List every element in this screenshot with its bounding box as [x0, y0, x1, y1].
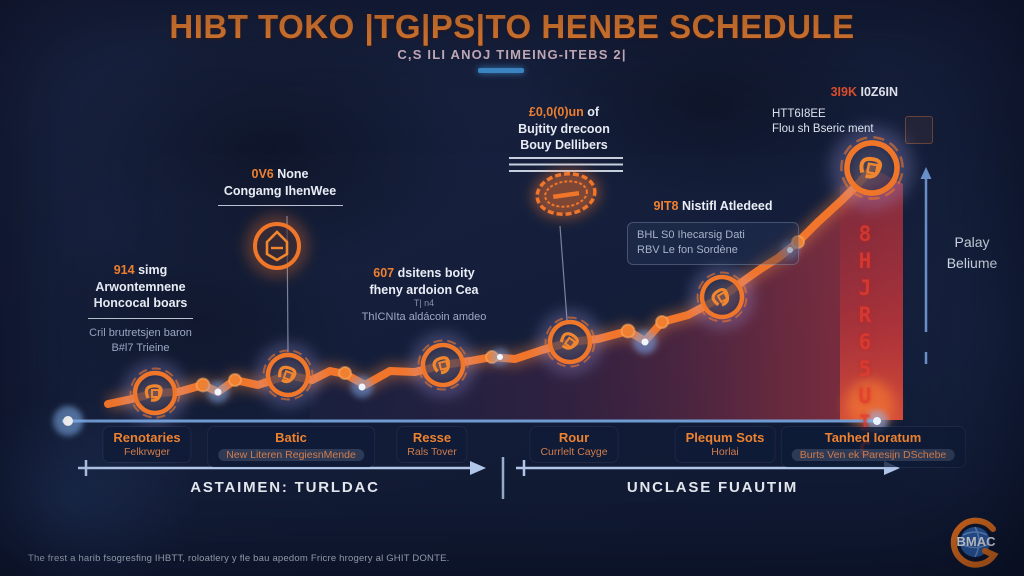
callout-note: ThICNIta aldácoin amdeo	[361, 310, 487, 323]
callout-line: HTT6I8EE	[772, 107, 826, 120]
stage-box-2: Batic New Literen RegiesnMende	[208, 427, 374, 467]
stage-subtitle: Burts Ven ek Paresijn DSchebe	[791, 449, 955, 461]
phase-label-right: UNCLASE FUAUTIM	[626, 479, 799, 496]
brand-logo: BMAC	[941, 515, 1011, 569]
callout-milestone-1: 914 simg Arwontemnene Honcocal boars Cri…	[58, 262, 223, 356]
y-axis-label-line: Beliume	[946, 255, 998, 271]
callout-milestone-4: £0,0(0)un of Bujtity drecoon Bouy Dellib…	[494, 104, 634, 154]
callout-line: Arwontemnene	[95, 279, 186, 294]
footnote-text: The frest a harib fsogresfing IHBTT, rol…	[28, 553, 450, 564]
stage-subtitle: Horlai	[711, 446, 739, 458]
callout-divider	[217, 205, 343, 206]
callout-headline: of	[587, 105, 600, 119]
callout-note: B#l7 Trieine	[111, 341, 170, 354]
stage-title: Resse	[412, 430, 452, 445]
callout-line: Bouy Dellibers	[520, 138, 608, 152]
milestone-node-icon	[689, 264, 755, 330]
y-axis-arrow	[920, 167, 932, 364]
stage-subtitle: Rals Tover	[407, 446, 457, 458]
callout-milestone-2: 0V6 None Congamg IhenWee	[205, 166, 355, 213]
column-glyph-text: 8HJR65UIC	[853, 222, 877, 465]
page-subtitle: C,S ILI ANOJ TIMEING-ITEBS 2|	[397, 47, 627, 62]
seal-stamp-icon	[532, 168, 600, 220]
phase-label-left: ASTAIMEN: TURLDAC	[190, 479, 380, 496]
subtitle-underline-bar	[478, 68, 524, 73]
callout-milestone-6: 3I9K I0Z6IN HTT6I8EE Flou sh Bseric ment	[772, 84, 898, 137]
callout-note: Cril brutretsjen baron	[89, 326, 192, 339]
stage-subtitle: New Literen RegiesnMende	[218, 449, 364, 461]
callout-accent: 9IT8	[653, 199, 679, 213]
callout-headline: I0Z6IN	[860, 85, 898, 99]
milestone-node-icon	[410, 332, 476, 398]
callout-line: Flou sh Bseric ment	[772, 122, 874, 135]
callout-headline: simg	[138, 263, 168, 277]
callout-small-text: T| n4	[413, 298, 435, 308]
stage-box-3: Resse Rals Tover	[397, 427, 467, 462]
crest-emblem-icon	[245, 214, 309, 278]
callout-note-box: BHL S0 Ihecarsig Dati RBV Le fon Sordène	[627, 221, 799, 266]
callout-line: Bujtity drecoon	[518, 121, 610, 136]
page-title: HIBT TOKO |TG|PS|TO HENBE SCHEDULE	[169, 8, 855, 45]
stage-title: Renotaries	[113, 430, 181, 445]
stage-box-4: Rour Currlelt Cayge	[530, 427, 618, 462]
milestone-node-icon	[122, 360, 188, 426]
stage-title: Tanhed Ioratum	[824, 430, 922, 445]
callout-accent: 3I9K	[830, 85, 857, 99]
globe-g-ring-icon: BMAC	[950, 517, 999, 568]
connector-line	[286, 215, 289, 353]
callout-line: fheny ardoion Cea	[369, 282, 479, 297]
y-axis-label: Palay Beliume	[936, 232, 1008, 274]
callout-line: Congamg IhenWee	[223, 183, 337, 198]
milestone-node-icon	[255, 342, 321, 408]
stage-title: Rour	[558, 430, 590, 445]
stage-title: Plequm Sots	[685, 430, 765, 445]
logo-text: BMAC	[957, 534, 997, 549]
callout-note: BHL S0 Ihecarsig Dati	[637, 228, 745, 241]
striped-box-icon	[509, 157, 623, 172]
callout-divider	[88, 317, 193, 319]
stage-title: Batic	[275, 430, 307, 445]
callout-headline: Nistifl Atledeed	[681, 199, 773, 213]
callout-accent: 0V6	[251, 167, 274, 181]
callout-accent: £0,0(0)un	[528, 105, 584, 119]
stage-box-6: Tanhed Ioratum Burts Ven ek Paresijn DSc…	[781, 427, 965, 467]
callout-milestone-5: 9IT8 Nistifl Atledeed BHL S0 Ihecarsig D…	[627, 198, 799, 266]
callout-headline: None	[277, 167, 309, 181]
connector-line	[559, 225, 568, 321]
stage-box-5: Plequm Sots Horlai	[675, 427, 775, 462]
stage-subtitle: Currlelt Cayge	[540, 446, 608, 458]
callout-line: Honcocal boars	[93, 296, 188, 310]
stage-box-1: Renotaries Felkrwger	[103, 427, 191, 462]
y-axis-label-line: Palay	[954, 234, 990, 250]
small-square-icon	[905, 116, 933, 144]
milestone-node-icon	[537, 309, 603, 375]
callout-accent: 914	[113, 263, 135, 277]
callout-accent: 607	[373, 266, 395, 280]
callout-note: RBV Le fon Sordène	[637, 244, 738, 257]
stage-subtitle: Felkrwger	[123, 446, 171, 458]
callout-milestone-3: 607 dsitens boity fheny ardoion Cea T| n…	[344, 265, 504, 325]
callout-headline: dsitens boity	[397, 266, 475, 280]
